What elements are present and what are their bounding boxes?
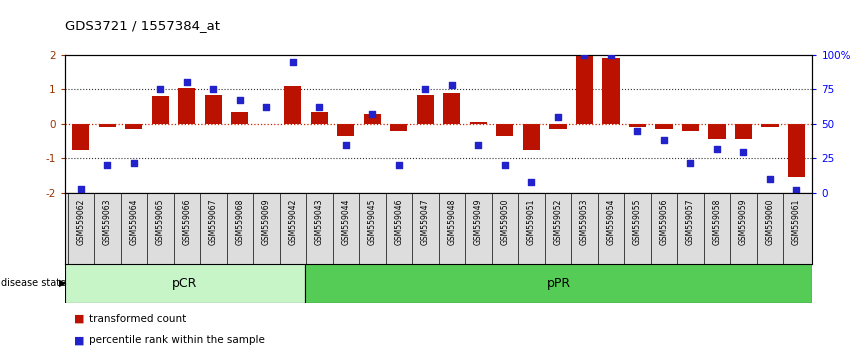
Bar	[576, 55, 593, 124]
Point	[127, 160, 141, 165]
Text: percentile rank within the sample: percentile rank within the sample	[89, 335, 265, 345]
Text: GSM559055: GSM559055	[633, 199, 642, 245]
Text: GSM559056: GSM559056	[659, 199, 669, 245]
Text: GSM559047: GSM559047	[421, 199, 430, 245]
Bar	[152, 96, 169, 124]
Point	[392, 162, 406, 168]
Point	[313, 104, 326, 110]
Text: GSM559054: GSM559054	[606, 199, 616, 245]
Text: GSM559069: GSM559069	[262, 199, 271, 245]
Bar	[443, 93, 461, 124]
Bar	[656, 124, 673, 129]
Bar	[72, 124, 89, 150]
Text: GSM559052: GSM559052	[553, 199, 562, 245]
Text: GSM559057: GSM559057	[686, 199, 695, 245]
Bar	[523, 124, 540, 150]
Text: GSM559050: GSM559050	[501, 199, 509, 245]
Text: ■: ■	[74, 314, 84, 324]
Text: pPR: pPR	[546, 277, 571, 290]
Bar	[337, 124, 354, 136]
Text: GSM559058: GSM559058	[713, 199, 721, 245]
Bar	[602, 58, 619, 124]
Bar	[391, 124, 408, 131]
Bar	[788, 124, 805, 177]
Text: GSM559068: GSM559068	[236, 199, 244, 245]
Text: GSM559061: GSM559061	[792, 199, 801, 245]
Text: pCR: pCR	[172, 277, 197, 290]
Point	[551, 114, 565, 120]
Text: GSM559060: GSM559060	[766, 199, 774, 245]
Bar	[708, 124, 726, 139]
Point	[74, 186, 87, 192]
Text: GSM559064: GSM559064	[129, 199, 139, 245]
Point	[153, 86, 167, 92]
Bar	[178, 88, 196, 124]
Text: GSM559053: GSM559053	[580, 199, 589, 245]
Point	[763, 176, 777, 182]
Point	[180, 80, 194, 85]
Text: GSM559044: GSM559044	[341, 199, 351, 245]
Point	[657, 138, 671, 143]
Bar	[311, 112, 328, 124]
Text: GSM559067: GSM559067	[209, 199, 218, 245]
Point	[683, 160, 697, 165]
Text: GSM559065: GSM559065	[156, 199, 165, 245]
Bar	[99, 124, 116, 127]
Point	[578, 52, 591, 58]
Text: GSM559048: GSM559048	[448, 199, 456, 245]
Point	[286, 59, 300, 65]
Bar	[364, 114, 381, 124]
Bar	[761, 124, 779, 127]
Bar	[65, 264, 305, 303]
Point	[260, 104, 274, 110]
Bar	[682, 124, 699, 131]
Text: transformed count: transformed count	[89, 314, 186, 324]
Point	[525, 179, 539, 185]
Point	[471, 142, 485, 147]
Bar	[734, 124, 752, 139]
Bar	[204, 95, 222, 124]
Text: GSM559043: GSM559043	[315, 199, 324, 245]
Bar	[417, 95, 434, 124]
Point	[418, 86, 432, 92]
Point	[604, 52, 617, 58]
Text: GSM559045: GSM559045	[368, 199, 377, 245]
Point	[233, 98, 247, 103]
Text: ■: ■	[74, 335, 84, 345]
Point	[339, 142, 352, 147]
Text: GSM559051: GSM559051	[527, 199, 536, 245]
Text: GSM559049: GSM559049	[474, 199, 483, 245]
Bar	[629, 124, 646, 127]
Point	[206, 86, 220, 92]
Text: GDS3721 / 1557384_at: GDS3721 / 1557384_at	[65, 19, 220, 32]
Text: GSM559062: GSM559062	[76, 199, 86, 245]
Bar	[549, 124, 566, 129]
Bar	[496, 124, 514, 136]
Bar	[469, 122, 487, 124]
Text: disease state: disease state	[1, 278, 66, 288]
Text: GSM559042: GSM559042	[288, 199, 297, 245]
Bar	[126, 124, 143, 129]
Point	[445, 82, 459, 88]
Bar	[305, 264, 812, 303]
Point	[630, 128, 644, 133]
Text: GSM559046: GSM559046	[394, 199, 404, 245]
Point	[498, 162, 512, 168]
Point	[710, 146, 724, 152]
Text: GSM559059: GSM559059	[739, 199, 748, 245]
Text: GSM559063: GSM559063	[103, 199, 112, 245]
Text: ▶: ▶	[59, 278, 67, 288]
Point	[365, 112, 379, 117]
Bar	[284, 86, 301, 124]
Text: GSM559066: GSM559066	[183, 199, 191, 245]
Point	[100, 162, 114, 168]
Bar	[231, 112, 249, 124]
Point	[736, 149, 750, 154]
Point	[790, 187, 804, 193]
